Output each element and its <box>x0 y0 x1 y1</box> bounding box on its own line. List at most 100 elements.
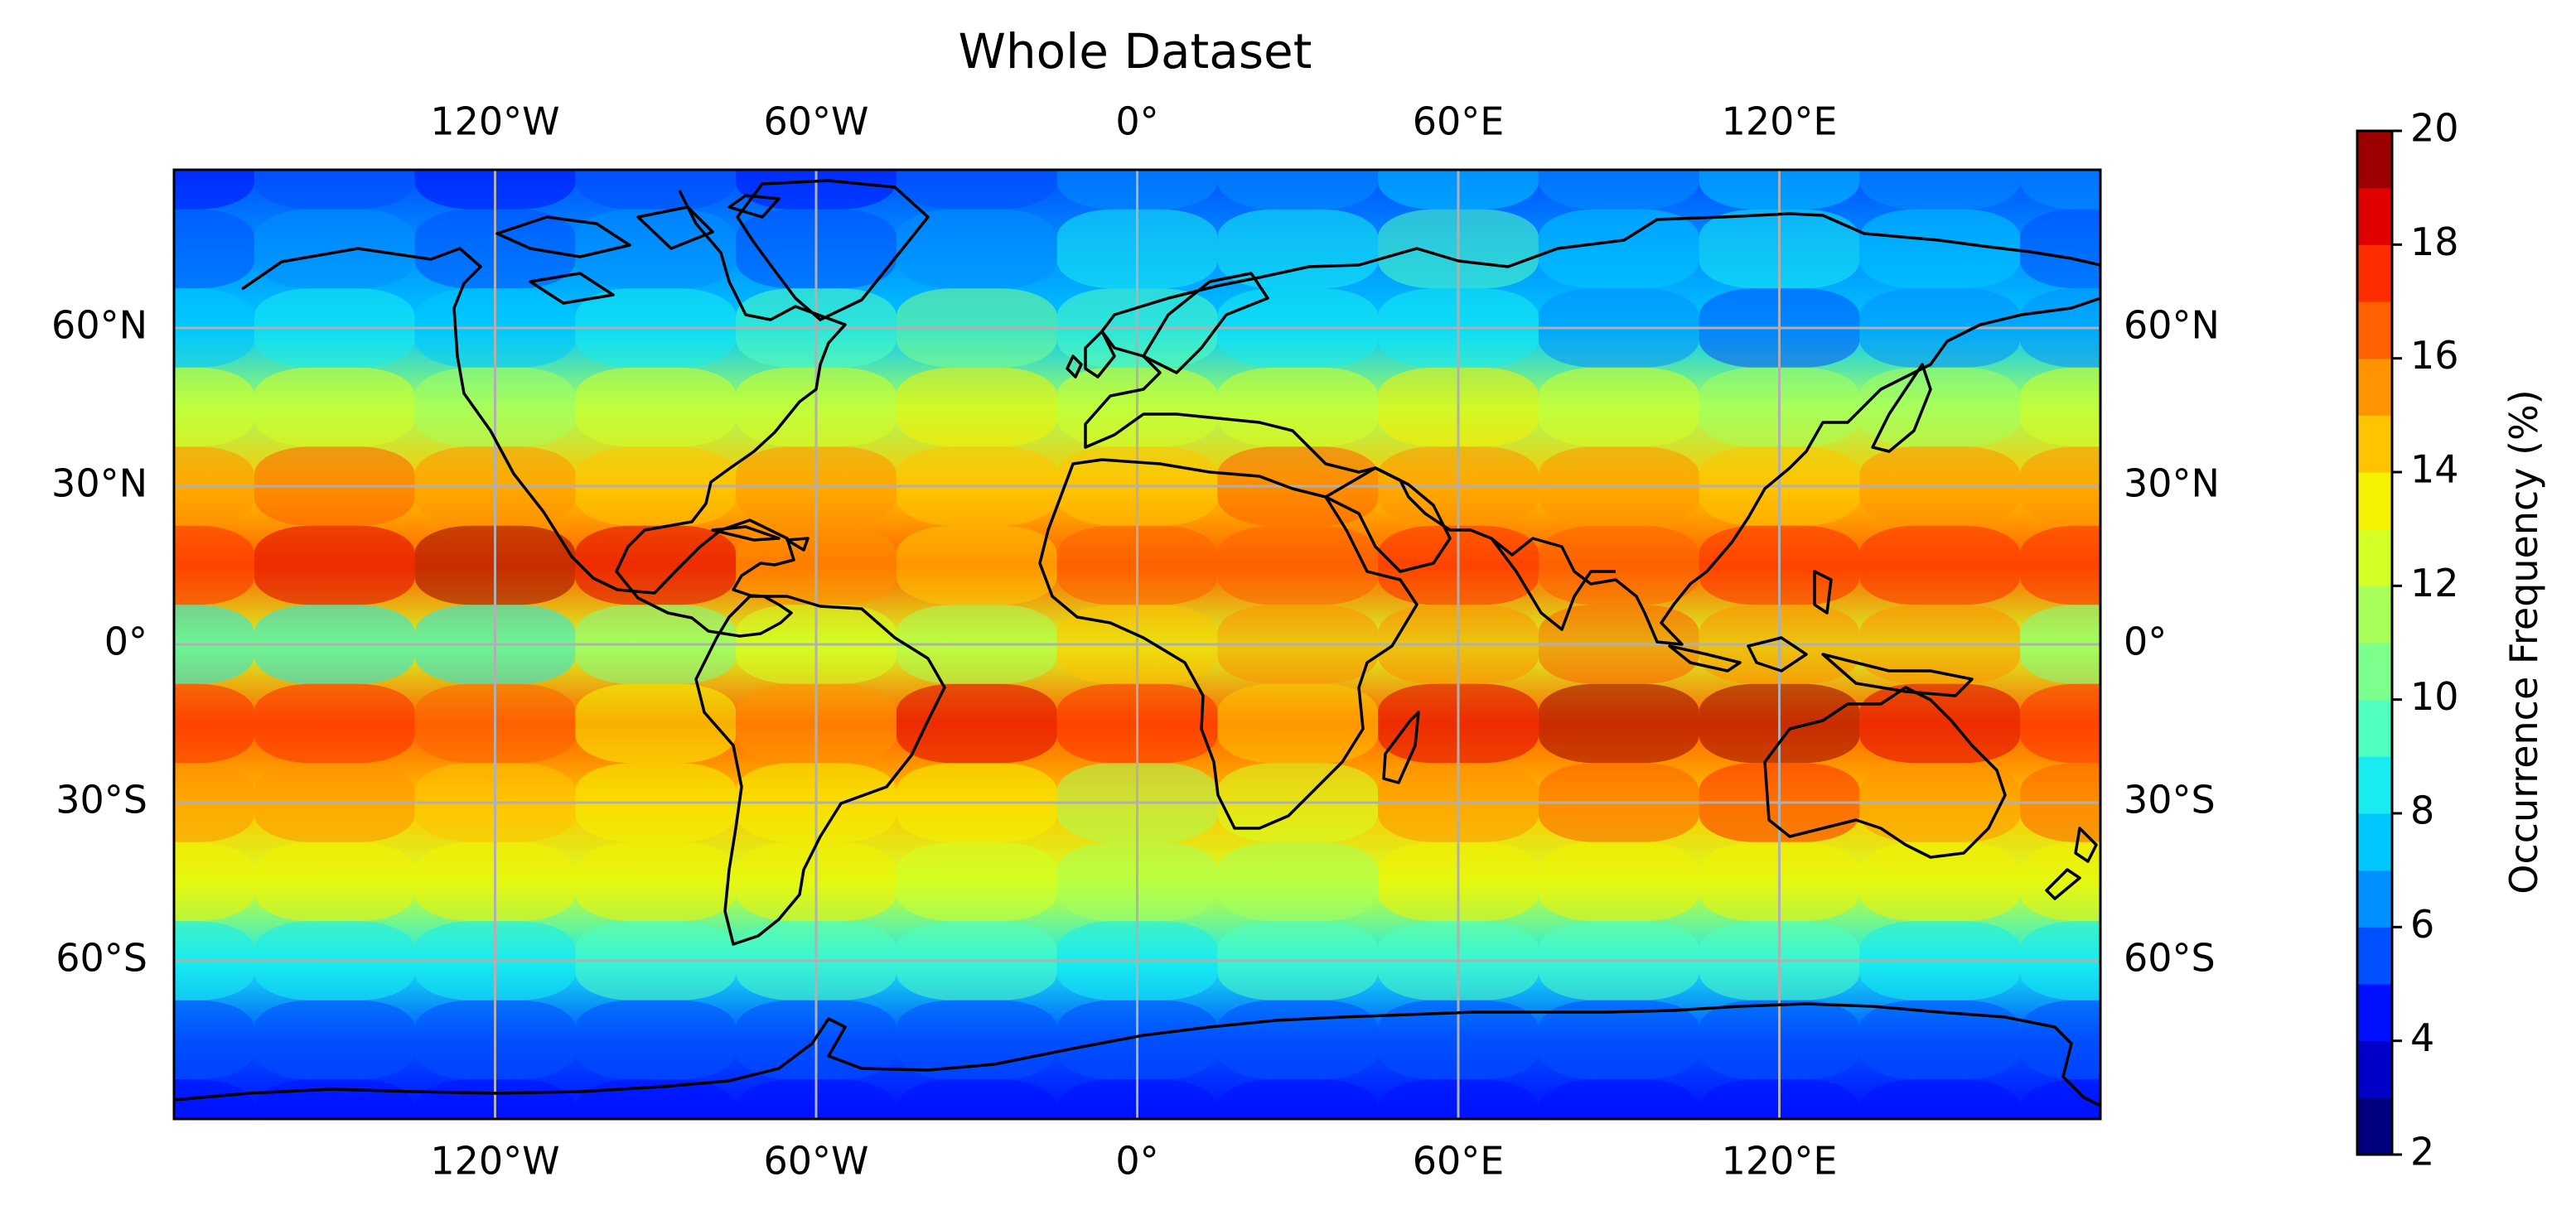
heatmap-cell <box>2020 1079 2100 1119</box>
colorbar-band <box>2357 244 2392 302</box>
colorbar-band <box>2357 643 2392 701</box>
heatmap-cell <box>2020 170 2100 210</box>
y-tick-label: 30°N <box>51 461 147 506</box>
x-tick-labels-top: 120°W 60°W 0° 60°E 120°E <box>430 99 1837 144</box>
heatmap-cell <box>1538 1000 1699 1080</box>
heatmap-cell <box>1538 367 1699 447</box>
colorbar-label: Occurrence Frequency (%) <box>2501 389 2546 894</box>
heatmap-cell <box>1859 1000 2021 1080</box>
coastline-greenland <box>736 179 930 321</box>
heatmap-cell <box>254 367 415 447</box>
coastline-south-america <box>694 595 946 946</box>
colorbar-tick-labels: 2 4 6 8 10 12 14 16 18 20 <box>2392 106 2459 1174</box>
colorbar-tick-label: 10 <box>2410 674 2459 719</box>
coastlines <box>174 179 2100 1107</box>
y-tick-labels-left: 60°N 30°N 0° 30°S 60°S <box>51 303 147 981</box>
heatmap-cell <box>2020 683 2100 764</box>
colorbar-band <box>2357 358 2392 416</box>
heatmap-cell <box>1538 1079 1699 1119</box>
heatmap-cell <box>1217 1000 1379 1080</box>
heatmap-cell <box>896 1079 1057 1119</box>
heatmap-cell <box>2020 1000 2100 1080</box>
x-tick-label: 120°W <box>430 99 559 144</box>
heatmap-cell <box>1217 367 1379 447</box>
y-tick-label: 30°S <box>56 778 147 822</box>
coastline-arctic-islands <box>495 194 781 305</box>
x-tick-label: 60°W <box>763 1139 868 1184</box>
colorbar-band <box>2357 131 2392 189</box>
heatmap-cell <box>896 209 1057 289</box>
coastline-british-isles <box>1066 330 1116 379</box>
y-tick-label: 60°S <box>2124 936 2216 981</box>
map-panel <box>172 168 2102 1121</box>
heatmap-cell <box>575 841 737 922</box>
heatmap-cell <box>575 525 737 605</box>
colorbar-tick-label: 8 <box>2410 788 2434 833</box>
heatmap-cell <box>575 367 737 447</box>
heatmap-cell <box>896 1000 1057 1080</box>
y-tick-label: 60°N <box>51 303 147 348</box>
heatmap-cell <box>1859 209 2021 289</box>
y-tick-label: 0° <box>104 620 147 664</box>
coastline-caribbean <box>711 525 810 552</box>
colorbar-band <box>2357 301 2392 359</box>
heatmap-cell <box>575 1000 737 1080</box>
y-tick-label: 0° <box>2124 620 2167 664</box>
heatmap-cell <box>896 170 1057 210</box>
coastline-arabian-peninsula <box>1324 466 1452 573</box>
x-tick-label: 60°E <box>1413 99 1505 144</box>
heatmap-cell <box>1217 209 1379 289</box>
colorbar-band <box>2357 187 2392 245</box>
gridlines <box>174 170 2100 1119</box>
y-tick-labels-right: 60°N 30°N 0° 30°S 60°S <box>2124 303 2220 981</box>
colorbar-band <box>2357 984 2392 1042</box>
heatmap-cell <box>174 209 254 289</box>
coastline-india <box>1490 537 1616 631</box>
heatmap-cell <box>575 170 737 210</box>
x-tick-labels-bottom: 120°W 60°W 0° 60°E 120°E <box>430 1139 1837 1184</box>
coastline-australia <box>1763 686 2007 859</box>
heatmap-cell <box>1859 525 2021 605</box>
heatmap-cell <box>174 841 254 922</box>
chart-title: Whole Dataset <box>959 23 1312 80</box>
colorbar: 2 4 6 8 10 12 14 16 18 20 Occurrence Frequency (%… <box>2356 106 2546 1174</box>
colorbar-tick-label: 12 <box>2410 561 2459 605</box>
x-tick-label: 120°E <box>1722 1139 1838 1184</box>
coastline-madagascar <box>1382 711 1420 784</box>
heatmap-cell <box>1538 841 1699 922</box>
heatmap-cell <box>2020 841 2100 922</box>
x-tick-label: 60°W <box>763 99 868 144</box>
heatmap-cell <box>174 525 254 605</box>
colorbar-bands <box>2357 131 2392 1155</box>
coastline-new-zealand <box>2045 827 2098 900</box>
x-tick-label: 0° <box>1115 99 1158 144</box>
heatmap-cell <box>1859 841 2021 922</box>
heatmap-cell <box>1538 209 1699 289</box>
colorbar-tick-label: 20 <box>2410 106 2459 151</box>
heatmap-cell <box>1859 683 2021 764</box>
heatmap-cell <box>2020 209 2100 289</box>
coastline-antarctica <box>174 1002 2100 1107</box>
heatmap-cell <box>2020 367 2100 447</box>
colorbar-band <box>2357 1040 2392 1098</box>
y-tick-label: 60°N <box>2124 303 2220 348</box>
colorbar-band <box>2357 1097 2392 1155</box>
heatmap-cell <box>896 841 1057 922</box>
heatmap-cell <box>1217 841 1379 922</box>
colorbar-band <box>2357 415 2392 473</box>
heatmap-cell <box>174 170 254 210</box>
colorbar-tick-label: 6 <box>2410 902 2434 947</box>
colorbar-band <box>2357 870 2392 928</box>
heatmap-cell <box>2020 525 2100 605</box>
heatmap-cell <box>254 170 415 210</box>
y-tick-label: 30°N <box>2124 461 2220 506</box>
heatmap-cell <box>896 683 1057 764</box>
heatmap-cell <box>575 683 737 764</box>
x-tick-label: 120°W <box>430 1139 559 1184</box>
x-tick-label: 0° <box>1115 1139 1158 1184</box>
x-tick-label: 120°E <box>1722 99 1838 144</box>
coastline-north-america <box>241 190 847 638</box>
heatmap-cell <box>254 209 415 289</box>
y-tick-label: 60°S <box>56 936 147 981</box>
